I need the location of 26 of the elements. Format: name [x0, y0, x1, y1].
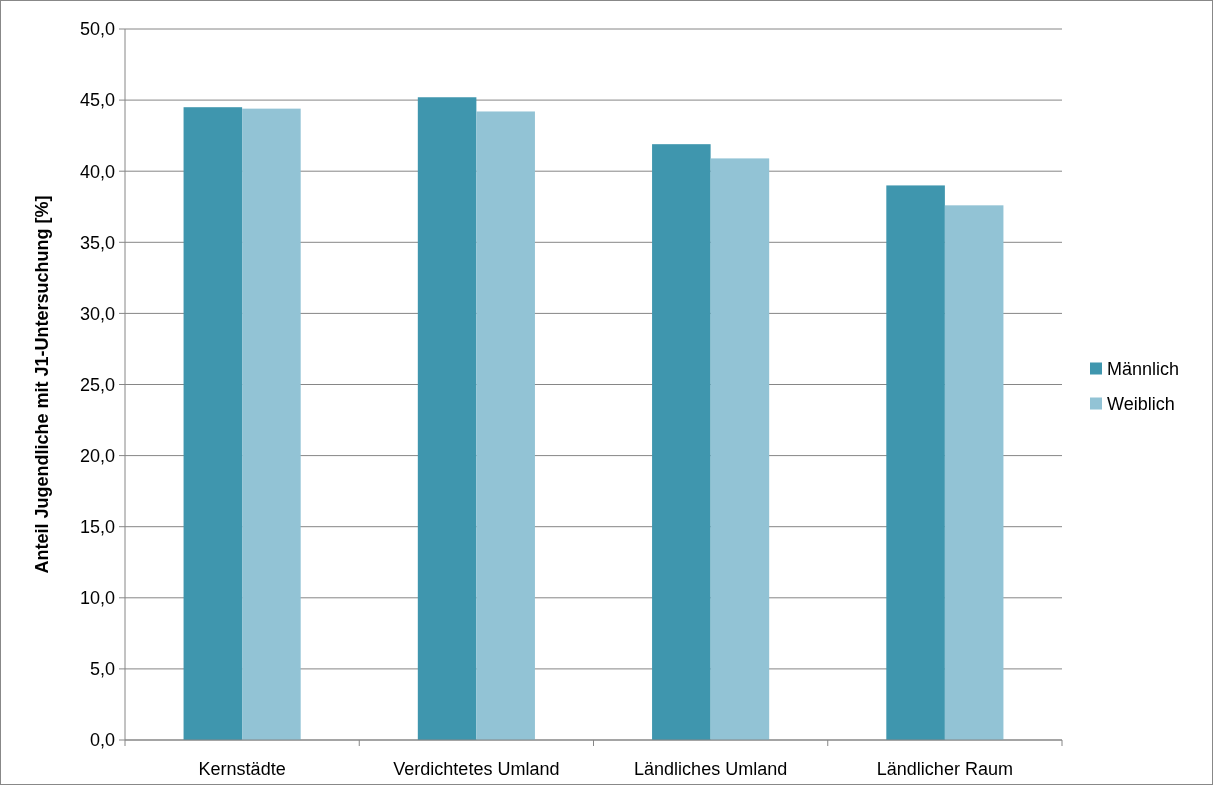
- bar: [417, 97, 477, 740]
- y-tick-label: 25,0: [79, 374, 115, 395]
- y-tick-label: 15,0: [79, 517, 115, 537]
- bar: [944, 205, 1004, 740]
- bar: [886, 185, 945, 740]
- x-tick-label: Kernstädte: [198, 759, 286, 779]
- y-tick-label: 0,0: [89, 730, 115, 751]
- y-tick-label: 40,0: [79, 161, 115, 182]
- bar: [710, 158, 770, 740]
- y-tick-label: 20,0: [79, 445, 115, 466]
- y-tick-label: 5,0: [89, 659, 115, 680]
- bar: [652, 144, 711, 740]
- x-tick-label: Verdichtetes Umland: [393, 759, 560, 779]
- x-tick-label: Ländliches Umland: [634, 759, 788, 779]
- bar: [476, 111, 535, 740]
- bar: [183, 107, 243, 740]
- x-tick-label: Ländlicher Raum: [876, 759, 1013, 779]
- legend-label: Männlich: [1107, 358, 1180, 379]
- y-tick-label: 35,0: [79, 232, 115, 253]
- y-tick-label: 50,0: [79, 19, 115, 40]
- y-tick-label: 45,0: [79, 90, 115, 111]
- legend-label: Weiblich: [1107, 393, 1175, 414]
- y-tick-label: 10,0: [79, 588, 115, 609]
- y-tick-label: 30,0: [79, 303, 115, 324]
- bar: [242, 108, 301, 740]
- y-axis-title: Anteil Jugendliche mit J1-Untersuchung [%]: [32, 195, 52, 574]
